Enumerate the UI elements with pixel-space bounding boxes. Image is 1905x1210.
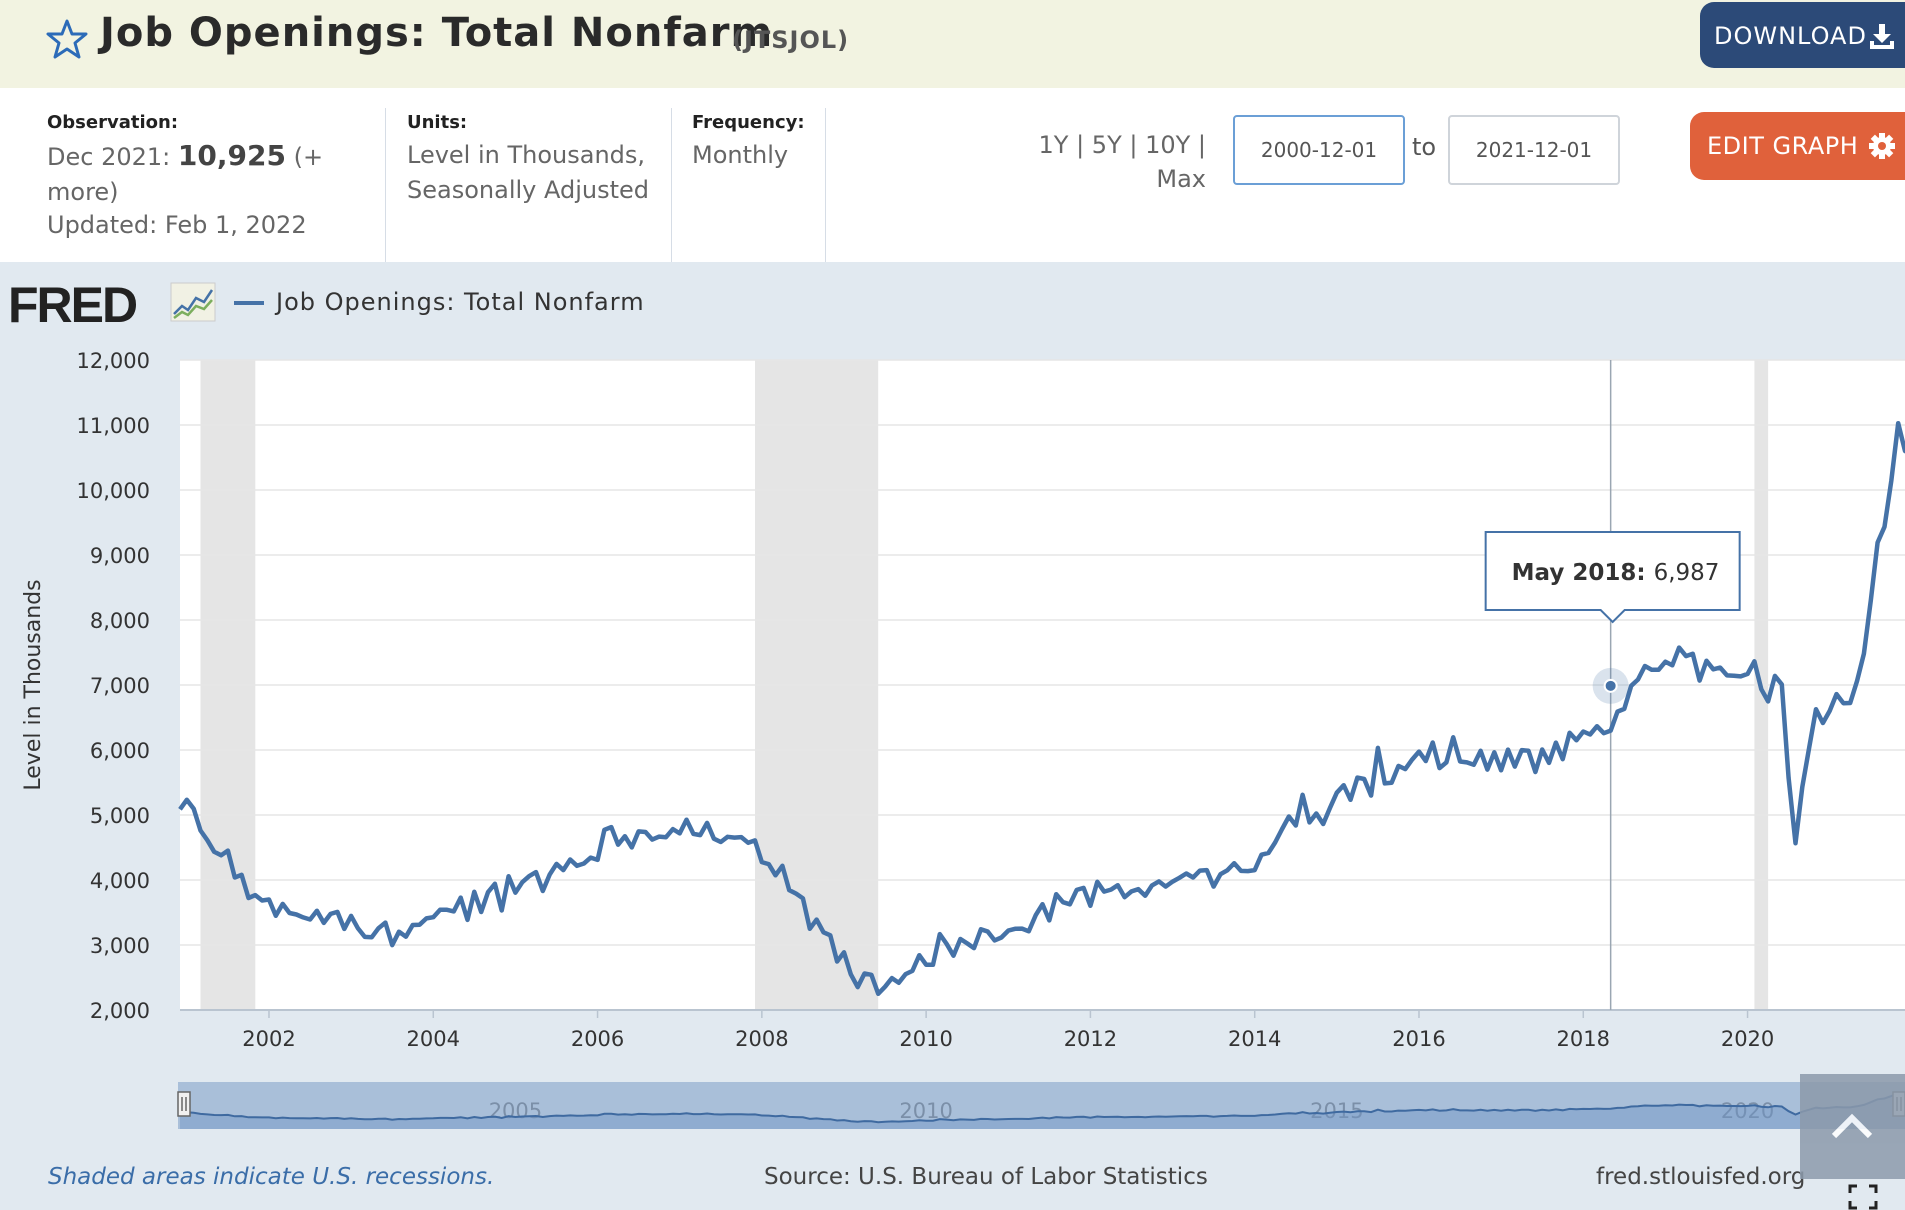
x-tick-label: 2008 <box>735 1027 788 1051</box>
y-tick-label: 7,000 <box>90 674 150 698</box>
y-tick-label: 5,000 <box>90 804 150 828</box>
chart-container: FRED Job Openings: Total Nonfarm 2,000 3,… <box>0 262 1905 1210</box>
legend-swatch <box>234 301 264 305</box>
divider <box>385 108 386 262</box>
recession-note: Shaded areas indicate U.S. recessions. <box>48 1164 495 1190</box>
fullscreen-icon[interactable] <box>1848 1184 1878 1210</box>
y-tick-label: 11,000 <box>77 414 150 438</box>
source-note: Source: U.S. Bureau of Labor Statistics <box>764 1164 1208 1190</box>
x-tick-label: 2018 <box>1557 1027 1610 1051</box>
navigator-background <box>178 1082 1905 1129</box>
units-line-1: Level in Thousands, <box>407 141 646 169</box>
x-tick-label: 2010 <box>899 1027 952 1051</box>
x-tick-label: 2020 <box>1721 1027 1774 1051</box>
page-title: Job Openings: Total Nonfarm <box>100 10 774 56</box>
header-bar: Job Openings: Total Nonfarm (JTSJOL) DOW… <box>0 0 1905 88</box>
y-tick-label: 9,000 <box>90 544 150 568</box>
x-tick-label: 2016 <box>1392 1027 1445 1051</box>
navigator-line <box>179 1092 1905 1124</box>
chevron-up-icon <box>1831 1113 1873 1139</box>
y-tick-label: 12,000 <box>77 349 150 373</box>
observation-more-open[interactable]: (+ <box>293 143 324 171</box>
units-line-2: Seasonally Adjusted <box>407 176 650 204</box>
scroll-to-top-button[interactable] <box>1800 1074 1905 1179</box>
y-axis-label: Level in Thousands <box>21 579 46 790</box>
frequency-label: Frequency: <box>692 112 805 133</box>
updated-date: Updated: Feb 1, 2022 <box>47 211 307 239</box>
download-button[interactable]: DOWNLOAD <box>1700 2 1905 68</box>
tooltip-text: May 2018: 6,987 <box>1512 560 1720 586</box>
observation-label: Observation: <box>47 112 179 133</box>
x-tick-label: 2006 <box>571 1027 624 1051</box>
tooltip-value: 6,987 <box>1654 560 1720 586</box>
observation-number: 10,925 <box>177 139 286 172</box>
range-max[interactable]: Max <box>1156 165 1206 193</box>
start-date-input[interactable]: 2000-12-01 <box>1233 115 1405 185</box>
navigator-label: 2005 <box>489 1099 542 1123</box>
navigator-area <box>180 1093 1905 1129</box>
y-tick-label: 6,000 <box>90 739 150 763</box>
divider <box>825 108 826 262</box>
chart-legend: Job Openings: Total Nonfarm <box>234 288 645 316</box>
star-icon[interactable] <box>46 18 88 60</box>
legend-label: Job Openings: Total Nonfarm <box>276 288 645 316</box>
y-tick-label: 10,000 <box>77 479 150 503</box>
download-icon <box>1870 24 1894 49</box>
x-tick-label: 2014 <box>1228 1027 1281 1051</box>
to-label: to <box>1412 133 1437 161</box>
units-label: Units: <box>407 112 468 133</box>
edit-graph-button[interactable]: EDIT GRAPH <box>1690 112 1905 180</box>
fred-logo: FRED <box>8 277 138 333</box>
x-tick-label: 2002 <box>242 1027 295 1051</box>
y-tick-label: 4,000 <box>90 869 150 893</box>
y-tick-label: 2,000 <box>90 999 150 1023</box>
fred-chart-icon <box>170 282 216 322</box>
gear-icon <box>1869 133 1895 159</box>
y-tick-label: 8,000 <box>90 609 150 633</box>
fred-url[interactable]: fred.stlouisfed.org <box>1596 1164 1806 1190</box>
chart-plot[interactable]: 2,000 3,000 4,000 5,000 6,000 7,000 8,000 9,000… <box>0 262 1905 1210</box>
series-line <box>178 420 1905 997</box>
navigator-label: 2020 <box>1721 1099 1774 1123</box>
y-tick-label: 3,000 <box>90 934 150 958</box>
tooltip-box <box>1484 531 1741 624</box>
x-tick-label: 2012 <box>1064 1027 1117 1051</box>
download-label: DOWNLOAD <box>1714 22 1867 50</box>
x-tick-label: 2004 <box>407 1027 460 1051</box>
divider <box>671 108 672 262</box>
observation-date: Dec 2021: <box>47 143 171 171</box>
tooltip-date: May 2018: <box>1512 560 1654 586</box>
series-id: (JTSJOL) <box>732 26 850 54</box>
end-date-input[interactable]: 2021-12-01 <box>1448 115 1620 185</box>
range-options[interactable]: 1Y | 5Y | 10Y | <box>1038 131 1206 159</box>
observation-value: Dec 2021: 10,925 (+ more) <box>47 138 377 210</box>
edit-graph-label: EDIT GRAPH <box>1707 132 1859 160</box>
hover-point <box>1603 678 1618 693</box>
range-selector[interactable]: 1Y | 5Y | 10Y | Max <box>1020 128 1206 196</box>
navigator-handle[interactable] <box>177 1091 191 1117</box>
observation-more-link[interactable]: more) <box>47 178 119 206</box>
frequency-value: Monthly <box>692 141 789 169</box>
